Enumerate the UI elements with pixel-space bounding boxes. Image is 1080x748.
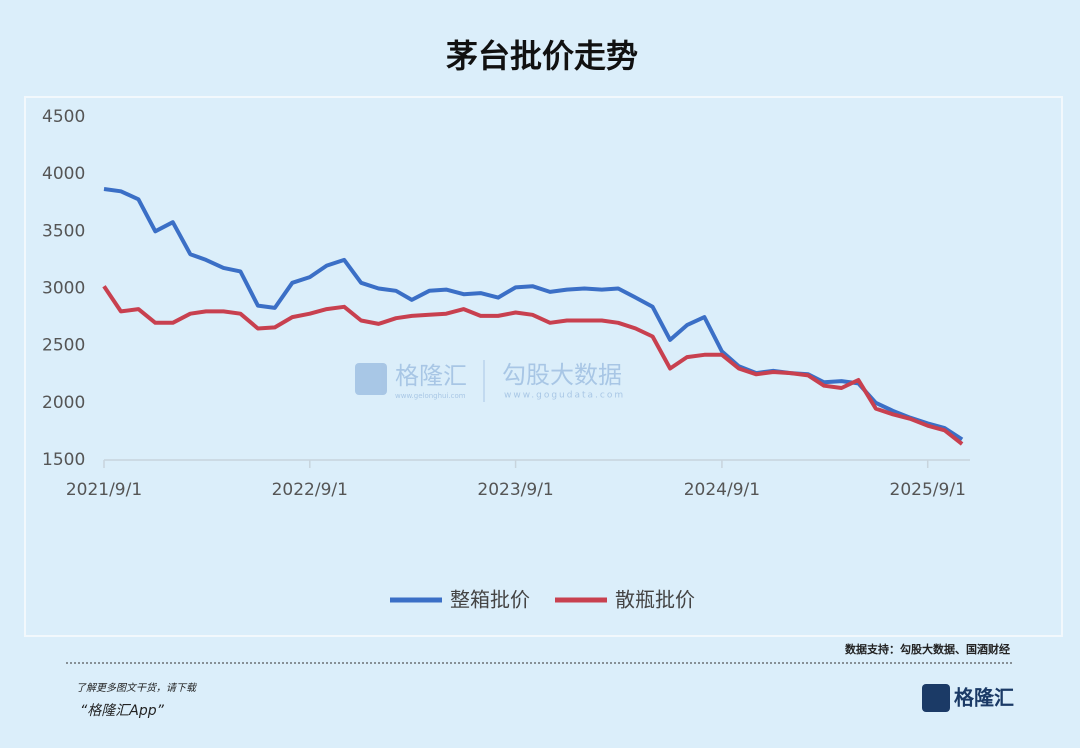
legend-label: 散瓶批价 (615, 588, 695, 612)
y-tick-label: 4500 (42, 107, 85, 127)
y-tick-label: 2000 (42, 393, 85, 413)
y-tick-label: 2500 (42, 336, 85, 356)
watermark-brand: 格隆汇 (395, 362, 467, 390)
plot: 1500 2000 2500 3000 3500 4000 4500 2021/9/1 2022… (42, 107, 970, 612)
y-tick-label: 3500 (42, 221, 85, 241)
x-tick-label: 2025/9/1 (890, 480, 966, 500)
chart-frame (24, 96, 1063, 637)
footer-logo: 格隆汇 (954, 686, 1014, 710)
watermark-logo (355, 363, 387, 395)
source-note: 数据支持：勾股大数据、国酒财经 (845, 642, 1010, 656)
watermark-source: 勾股大数据 (502, 361, 622, 389)
x-tick-label: 2024/9/1 (684, 480, 760, 500)
y-tick-label: 4000 (42, 164, 85, 184)
x-tick-label: 2023/9/1 (477, 480, 553, 500)
footer-logo-icon (922, 684, 950, 712)
series-line (102, 285, 964, 446)
series-line (103, 187, 964, 442)
legend-label: 整箱批价 (450, 588, 530, 612)
x-tick-label: 2022/9/1 (272, 480, 348, 500)
watermark-url: www.gelonghui.com (395, 392, 466, 400)
y-tick-label: 1500 (42, 450, 85, 470)
promo-app: “格隆汇App” (80, 703, 165, 719)
watermark: 格隆汇 www.gelonghui.com 勾股大数据 www.gogudata… (355, 360, 625, 402)
x-tick-label: 2021/9/1 (66, 480, 142, 500)
y-tick-label: 3000 (42, 279, 85, 299)
promo-text: 了解更多图文干货，请下载 (76, 682, 198, 694)
chart-title: 茅台批价走势 (446, 37, 638, 75)
watermark-source-url: www.gogudata.com (504, 391, 625, 401)
